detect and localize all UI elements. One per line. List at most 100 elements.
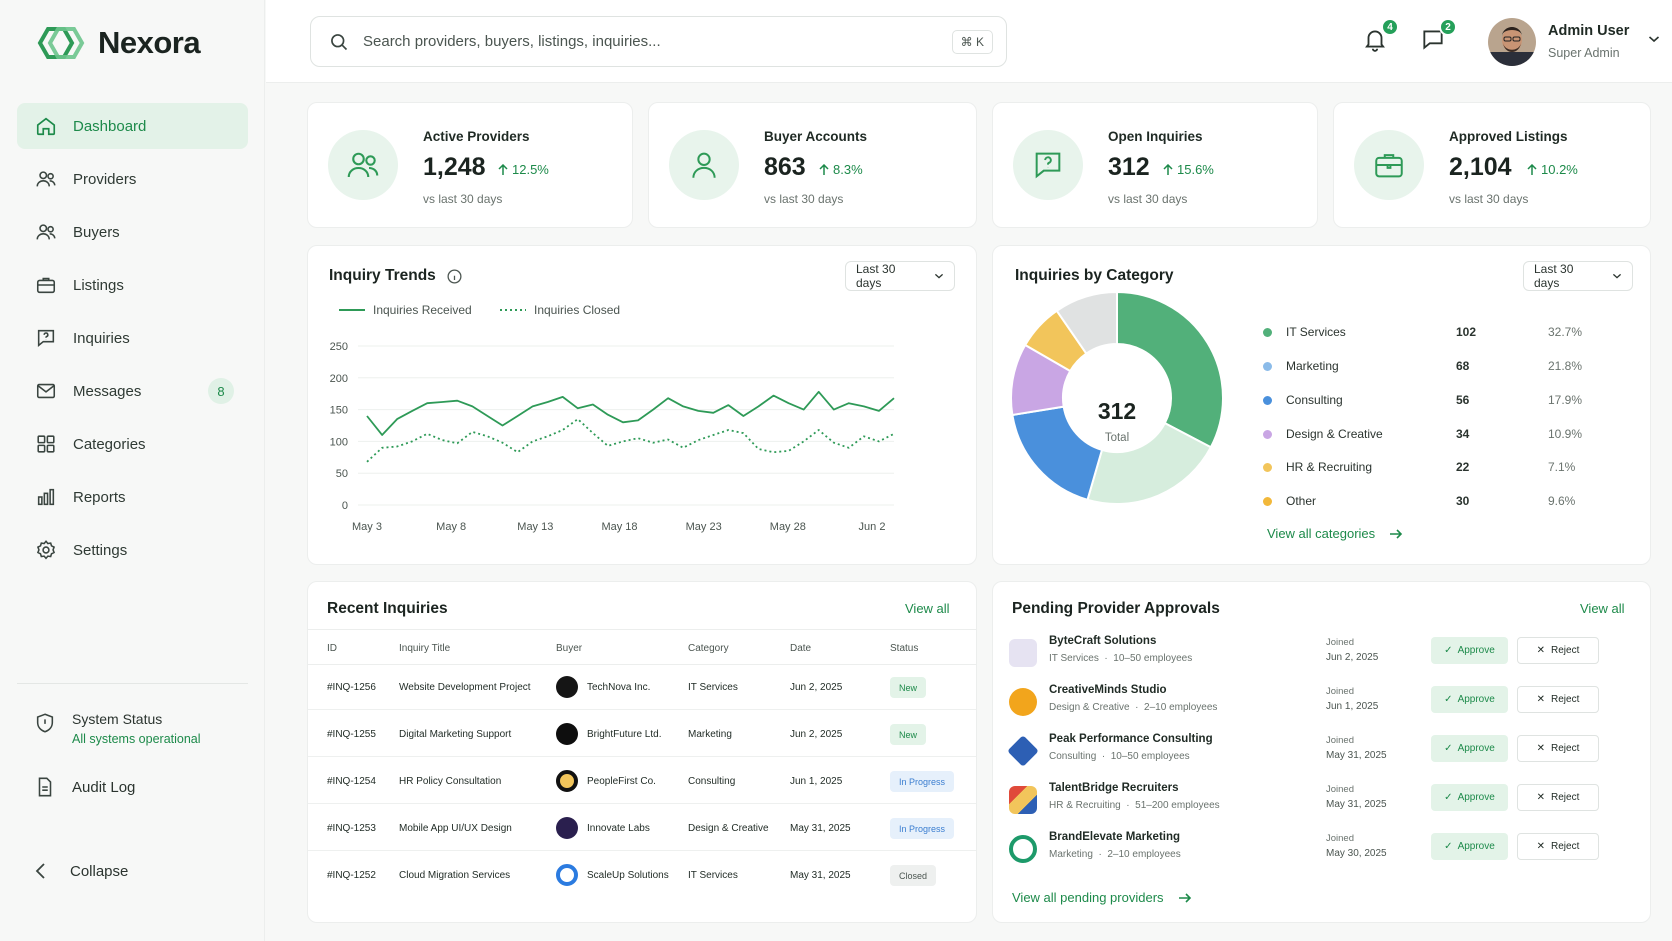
legend-line-dotted <box>500 309 526 311</box>
kpi-subtext: vs last 30 days <box>1108 192 1188 206</box>
kpi-card-buyer-accounts: Buyer Accounts 863 8.3% vs last 30 days <box>648 102 977 228</box>
reject-button[interactable]: ✕ Reject <box>1517 833 1599 860</box>
collapse-button[interactable]: Collapse <box>34 861 128 881</box>
buyer-logo <box>556 676 578 698</box>
brand-name: Nexora <box>98 25 201 60</box>
reject-button[interactable]: ✕ Reject <box>1517 784 1599 811</box>
buyer-logo <box>556 770 578 792</box>
status-badge: New <box>890 724 927 745</box>
kpi-value: 2,104 <box>1449 153 1512 181</box>
approval-row: CreativeMinds Studio Design & Creative ·… <box>1009 682 1599 728</box>
reject-button[interactable]: ✕ Reject <box>1517 735 1599 762</box>
legend-line-solid <box>339 309 365 311</box>
kpi-change: 15.6% <box>1163 162 1214 177</box>
sidebar-item-label: Categories <box>73 435 146 453</box>
search-input[interactable]: Search providers, buyers, listings, inqu… <box>363 33 661 50</box>
sidebar-item-listings[interactable]: Listings <box>17 262 248 308</box>
check-icon: ✓ <box>1444 694 1453 705</box>
y-tick-label: 150 <box>330 405 348 417</box>
pending-approvals-card: Pending Provider Approvals View all Byte… <box>992 581 1651 923</box>
brand-logo[interactable]: Nexora <box>30 24 201 62</box>
kpi-card-approved-listings: Approved Listings 2,104 10.2% vs last 30… <box>1333 102 1651 228</box>
check-icon: ✓ <box>1444 841 1453 852</box>
users-icon <box>35 221 57 243</box>
provider-meta: Marketing · 2–10 employees <box>1049 849 1181 860</box>
chevron-down-icon[interactable] <box>1648 34 1660 44</box>
x-tick-label: May 3 <box>352 521 382 533</box>
kpi-label: Open Inquiries <box>1108 129 1203 144</box>
question-message-icon <box>1035 152 1061 179</box>
series-line-closed <box>366 418 895 463</box>
legend-received: Inquiries Received <box>339 303 472 317</box>
arrow-up-icon <box>1527 163 1537 175</box>
provider-logo <box>1007 735 1039 767</box>
close-icon: ✕ <box>1536 841 1546 852</box>
notifications-count: 4 <box>1381 18 1399 36</box>
sidebar-item-reports[interactable]: Reports <box>17 474 248 520</box>
sidebar-item-settings[interactable]: Settings <box>17 527 248 573</box>
table-row[interactable]: #INQ-1253 Mobile App UI/UX Design Innova… <box>308 807 976 851</box>
audit-log-link[interactable]: Audit Log <box>34 776 135 798</box>
view-all-pending-link[interactable]: View all pending providers <box>1012 890 1192 905</box>
trends-range-select[interactable]: Last 30 days <box>845 261 955 291</box>
kpi-subtext: vs last 30 days <box>1449 192 1529 206</box>
approve-button[interactable]: ✓ Approve <box>1431 833 1508 860</box>
sidebar-item-inquiries[interactable]: Inquiries <box>17 315 248 361</box>
provider-logo <box>1009 786 1037 814</box>
recent-inquiries-view-all[interactable]: View all <box>905 601 950 616</box>
notifications-button[interactable]: 4 <box>1362 18 1399 54</box>
kpi-change: 10.2% <box>1527 162 1578 177</box>
table-row[interactable]: #INQ-1256 Website Development Project Te… <box>308 666 976 710</box>
legend-dot <box>1263 328 1272 337</box>
bell-icon <box>1365 30 1385 52</box>
chevron-left-icon <box>35 863 45 879</box>
legend-dot <box>1263 396 1272 405</box>
user-avatar-icon <box>1488 18 1536 66</box>
sidebar-item-dashboard[interactable]: Dashboard <box>17 103 248 149</box>
table-header: ID Inquiry Title Buyer Category Date Sta… <box>308 629 976 665</box>
system-status-title: System Status <box>72 711 163 727</box>
messages-count-badge: 8 <box>208 378 234 404</box>
pending-approvals-view-all[interactable]: View all <box>1580 601 1625 616</box>
user-icon <box>692 152 716 178</box>
sidebar-item-buyers[interactable]: Buyers <box>17 209 248 255</box>
view-all-categories-link[interactable]: View all categories <box>1267 526 1403 541</box>
approve-button[interactable]: ✓ Approve <box>1431 735 1508 762</box>
category-range-select[interactable]: Last 30 days <box>1523 261 1633 291</box>
messages-button[interactable]: 2 <box>1420 18 1457 54</box>
kpi-icon-circle <box>328 130 398 200</box>
reject-button[interactable]: ✕ Reject <box>1517 686 1599 713</box>
provider-logo <box>1009 688 1037 716</box>
table-row[interactable]: #INQ-1252 Cloud Migration Services Scale… <box>308 854 976 898</box>
sidebar-item-messages[interactable]: Messages 8 <box>17 368 248 414</box>
sidebar-item-providers[interactable]: Providers <box>17 156 248 202</box>
table-row[interactable]: #INQ-1255 Digital Marketing Support Brig… <box>308 713 976 757</box>
search-bar[interactable]: Search providers, buyers, listings, inqu… <box>310 16 1007 67</box>
chevron-down-icon <box>934 273 944 279</box>
approve-button[interactable]: ✓ Approve <box>1431 686 1508 713</box>
sidebar-item-label: Providers <box>73 170 137 188</box>
kpi-card-open-inquiries: Open Inquiries 312 15.6% vs last 30 days <box>992 102 1318 228</box>
y-tick-label: 200 <box>330 373 348 385</box>
approve-button[interactable]: ✓ Approve <box>1431 637 1508 664</box>
donut-slice-5 <box>1055 290 1118 355</box>
sidebar-item-categories[interactable]: Categories <box>17 421 248 467</box>
reject-button[interactable]: ✕ Reject <box>1517 637 1599 664</box>
system-status-text: All systems operational <box>72 732 201 746</box>
approve-button[interactable]: ✓ Approve <box>1431 784 1508 811</box>
system-status[interactable]: System Status All systems operational <box>34 711 201 746</box>
category-donut-chart <box>1010 290 1224 505</box>
inquiry-trends-card: Inquiry Trends Last 30 days Inquiries Re… <box>307 245 977 565</box>
recent-inquiries-title: Recent Inquiries <box>327 600 448 617</box>
check-icon: ✓ <box>1444 645 1453 656</box>
collapse-label: Collapse <box>70 862 129 880</box>
buyer-logo <box>556 864 578 886</box>
x-tick-label: Jun 2 <box>859 521 886 533</box>
avatar[interactable] <box>1488 18 1536 66</box>
question-message-icon <box>35 327 57 349</box>
series-line-received <box>366 390 895 436</box>
donut-center-label: Total <box>1104 432 1130 444</box>
table-row[interactable]: #INQ-1254 HR Policy Consultation PeopleF… <box>308 760 976 804</box>
buyer-logo <box>556 723 578 745</box>
info-icon[interactable] <box>446 268 463 285</box>
